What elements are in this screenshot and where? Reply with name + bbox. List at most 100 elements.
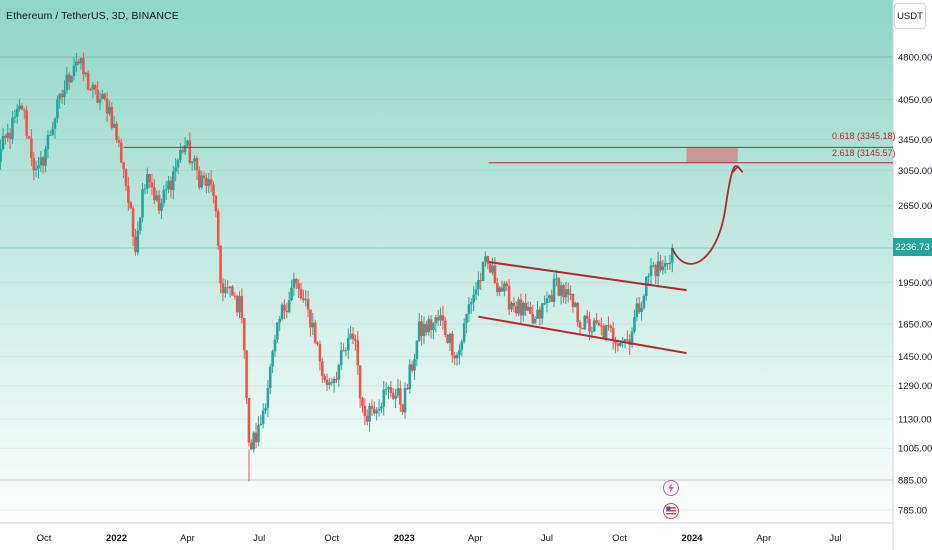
candle-body	[330, 382, 334, 384]
price-tick-label: 3050.00	[898, 166, 932, 177]
fib-label-0618: 0.618 (3345.18)	[832, 131, 896, 141]
candle-body	[145, 173, 149, 189]
candle-body	[495, 283, 499, 293]
candle-body	[150, 182, 154, 188]
price-tick-label: 1450.00	[898, 352, 932, 363]
candle-body	[384, 389, 388, 391]
candle-body	[297, 283, 300, 289]
candle-body	[427, 319, 431, 333]
candle-body	[616, 343, 620, 346]
candle-body	[134, 236, 137, 253]
candle-body	[247, 397, 251, 443]
candle-body	[337, 364, 341, 380]
candle-body	[162, 190, 166, 204]
candle-body	[39, 157, 43, 166]
candle-body	[124, 169, 128, 186]
time-tick-label: Apr	[180, 533, 195, 544]
candle-body	[13, 116, 17, 118]
candle-body	[642, 295, 646, 309]
candle-body	[342, 350, 345, 352]
candle-body	[339, 350, 343, 365]
candle-body	[344, 350, 348, 352]
candle-body	[576, 302, 579, 323]
candle-body	[86, 72, 90, 90]
candle-body	[640, 308, 643, 313]
us-flag-icon[interactable]	[663, 503, 679, 519]
candle-body	[119, 142, 123, 163]
candle-body	[562, 285, 565, 298]
candle-body	[441, 315, 445, 321]
candle-body	[316, 342, 319, 345]
candle-body	[484, 256, 487, 262]
candle-body	[488, 263, 492, 273]
candle-body	[569, 293, 572, 295]
arrow-head	[732, 164, 744, 173]
candle-body	[472, 294, 475, 303]
candle-body	[346, 338, 350, 351]
candle-body	[25, 110, 28, 136]
candle-body	[60, 93, 64, 98]
candle-body	[252, 432, 255, 450]
candle-body	[283, 304, 286, 311]
time-tick-label: Oct	[324, 533, 339, 544]
candle-body	[564, 289, 568, 298]
price-tick-label: 1950.00	[898, 278, 932, 289]
candle-body	[571, 293, 575, 308]
lightning-glyph-icon	[668, 483, 674, 493]
candle-body	[224, 287, 227, 294]
candle-body	[578, 322, 582, 328]
time-tick-label: 2024	[681, 533, 703, 544]
channel-upper-line	[488, 261, 687, 292]
candle-body	[34, 168, 38, 171]
lightning-icon[interactable]	[663, 480, 679, 496]
candle-body	[663, 263, 667, 267]
candle-body	[89, 89, 92, 91]
candle-body	[332, 378, 336, 384]
candle-body	[105, 98, 109, 114]
candle-body	[588, 318, 591, 332]
candle-body	[538, 309, 542, 319]
candle-body	[425, 323, 428, 333]
candle-body	[214, 195, 218, 212]
candle-body	[448, 333, 452, 344]
candle-body	[536, 309, 539, 319]
time-tick-label: Jul	[541, 533, 553, 544]
time-tick-label: Oct	[612, 533, 627, 544]
candle-body	[406, 388, 409, 390]
candle-body	[652, 265, 655, 267]
candle-body	[240, 296, 244, 318]
candle-body	[44, 149, 47, 166]
candle-body	[167, 180, 170, 189]
candle-body	[670, 248, 674, 263]
candle-body	[122, 162, 125, 170]
candle-body	[609, 326, 613, 329]
candle-body	[53, 118, 57, 129]
candle-body	[533, 318, 537, 324]
candle-body	[287, 300, 291, 312]
candle-body	[110, 106, 114, 128]
candle-body	[479, 280, 483, 282]
candle-body	[8, 132, 12, 139]
candle-body	[271, 351, 274, 367]
candle-body	[493, 265, 497, 284]
candle-body	[451, 333, 454, 356]
candle-body	[197, 170, 201, 188]
fib-label-2618: 2.618 (3145.57)	[832, 148, 896, 158]
candle-body	[557, 278, 561, 296]
candle-body	[647, 275, 650, 277]
candle-body	[268, 366, 272, 388]
time-axis[interactable]: Oct 2022 Apr Jul Oct 2023 Apr Jul Oct 2024 Apr Jul	[37, 533, 842, 544]
candle-body	[611, 328, 615, 342]
projection-arrow	[671, 164, 739, 265]
candle-body	[37, 165, 40, 169]
candle-body	[455, 354, 459, 359]
currency-button[interactable]: USDT	[894, 3, 926, 29]
candle-body	[526, 306, 530, 311]
candle-body	[328, 382, 331, 385]
candle-body	[205, 177, 208, 186]
price-axis[interactable]: 4800.00 4050.00 3450.00 3050.00 2650.00 1950.…	[898, 53, 932, 517]
candle-body	[607, 325, 610, 327]
time-tick-label: Apr	[468, 533, 483, 544]
candle-body	[70, 76, 73, 83]
